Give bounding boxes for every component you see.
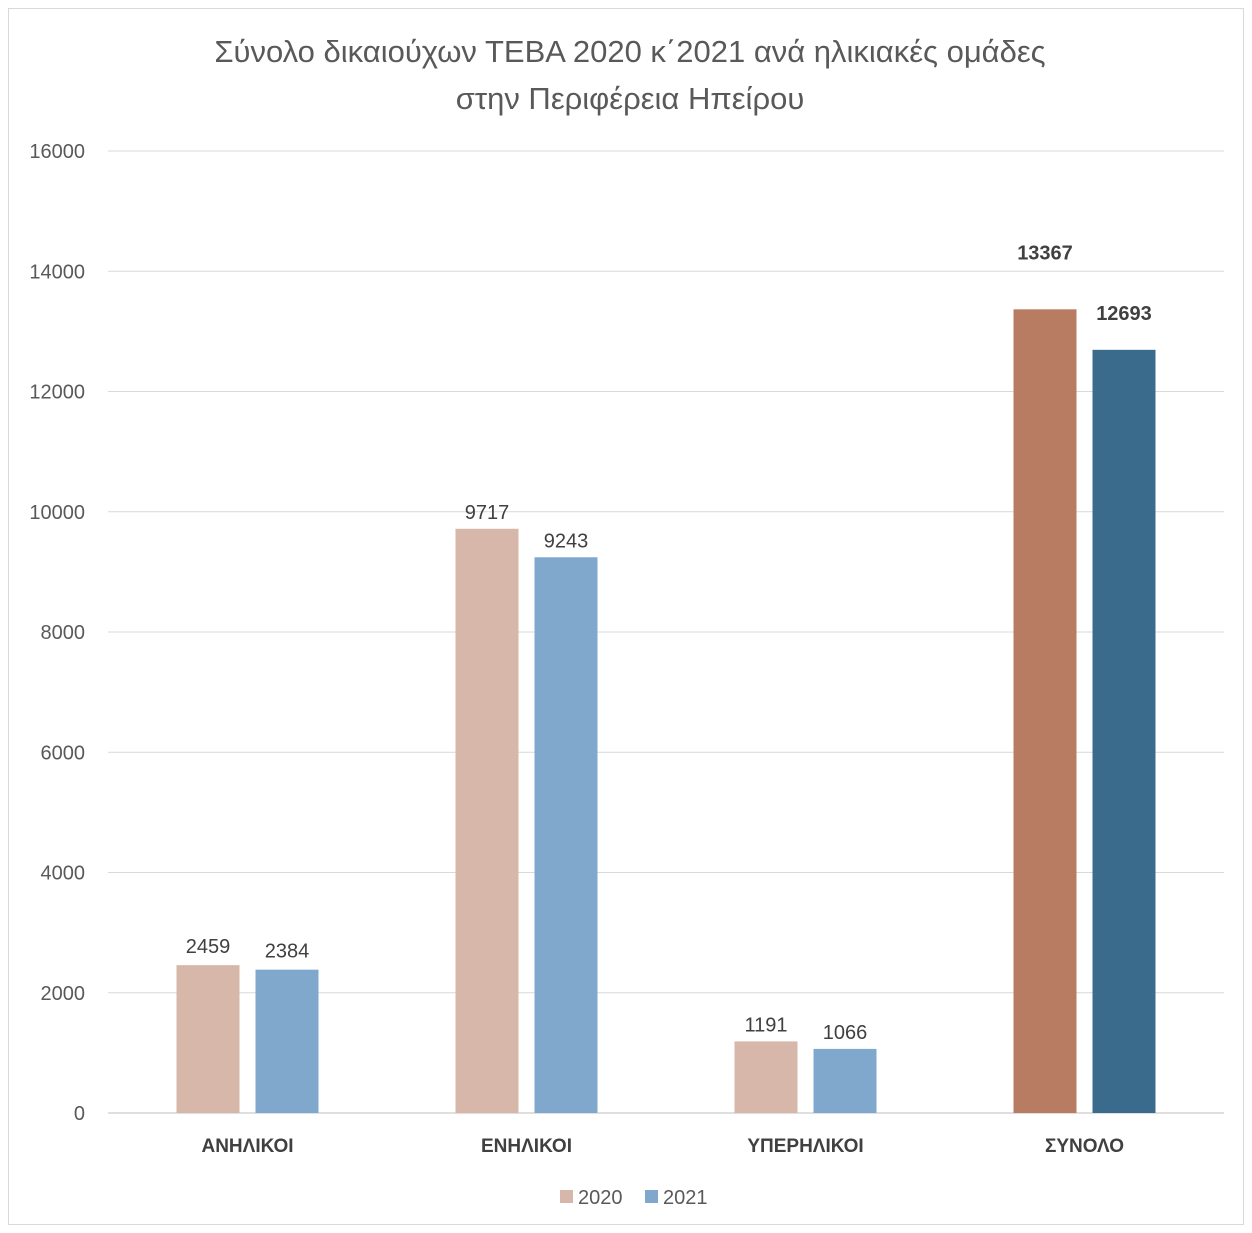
data-label-2021-3: 12693 xyxy=(1096,303,1152,325)
data-label-2020-1: 9717 xyxy=(465,502,510,524)
x-category-label: ΑΝΗΛΙΚΟΙ xyxy=(201,1136,293,1157)
x-category-label: ΣΥΝΟΛΟ xyxy=(1045,1136,1124,1157)
bar-2020-2 xyxy=(734,1041,798,1113)
data-label-2021-2: 1066 xyxy=(823,1022,868,1044)
data-label-2020-2: 1191 xyxy=(744,1014,787,1036)
y-tick-label: 12000 xyxy=(29,382,85,404)
chart-title-line-2: στην Περιφέρεια Ηπείρου xyxy=(456,81,805,116)
data-label-2020-3: 13367 xyxy=(1017,242,1073,264)
bar-2020-1 xyxy=(455,528,519,1113)
x-category-label: ΥΠΕΡΗΛΙΚΟΙ xyxy=(747,1136,863,1157)
bar-2021-2 xyxy=(813,1048,877,1113)
x-category-label: ΕΝΗΛΙΚΟΙ xyxy=(481,1136,572,1157)
bar-2021-1 xyxy=(534,557,598,1113)
bar-2020-0 xyxy=(176,965,240,1113)
data-label-2021-1: 9243 xyxy=(544,530,589,552)
y-tick-label: 14000 xyxy=(29,261,85,283)
chart-title-line-1: Σύνολο δικαιούχων ΤΕΒΑ 2020 κ΄2021 ανά η… xyxy=(214,34,1045,69)
legend: 2020 2021 xyxy=(560,1187,708,1209)
y-tick-label: 2000 xyxy=(41,983,86,1005)
y-tick-label: 0 xyxy=(74,1103,85,1125)
legend-label-2021: 2021 xyxy=(663,1187,708,1209)
data-labels: 2459 2384 9717 9243 1191 1066 13367 12693 xyxy=(186,242,1152,1044)
chart-title: Σύνολο δικαιούχων ΤΕΒΑ 2020 κ΄2021 ανά η… xyxy=(214,34,1045,116)
legend-swatch-2021 xyxy=(645,1190,658,1203)
y-tick-label: 8000 xyxy=(41,622,86,644)
y-tick-label: 10000 xyxy=(29,502,85,524)
x-axis-category-labels: ΑΝΗΛΙΚΟΙ ΕΝΗΛΙΚΟΙ ΥΠΕΡΗΛΙΚΟΙ ΣΥΝΟΛΟ xyxy=(201,1136,1124,1157)
data-label-2020-0: 2459 xyxy=(186,936,231,958)
y-tick-label: 16000 xyxy=(29,141,85,163)
bars xyxy=(176,309,1156,1114)
bar-2021-0 xyxy=(255,969,319,1113)
y-axis-tick-labels: 0 2000 4000 6000 8000 10000 12000 14000 16000 xyxy=(29,141,85,1125)
bar-2021-3 xyxy=(1092,349,1156,1113)
data-label-2021-0: 2384 xyxy=(265,941,310,963)
y-tick-label: 4000 xyxy=(41,863,86,885)
y-tick-label: 6000 xyxy=(41,742,86,764)
legend-swatch-2020 xyxy=(560,1190,573,1203)
bar-2020-3 xyxy=(1013,309,1077,1114)
legend-label-2020: 2020 xyxy=(578,1187,623,1209)
